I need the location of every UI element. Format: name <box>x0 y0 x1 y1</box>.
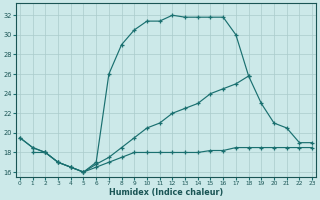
X-axis label: Humidex (Indice chaleur): Humidex (Indice chaleur) <box>109 188 223 197</box>
